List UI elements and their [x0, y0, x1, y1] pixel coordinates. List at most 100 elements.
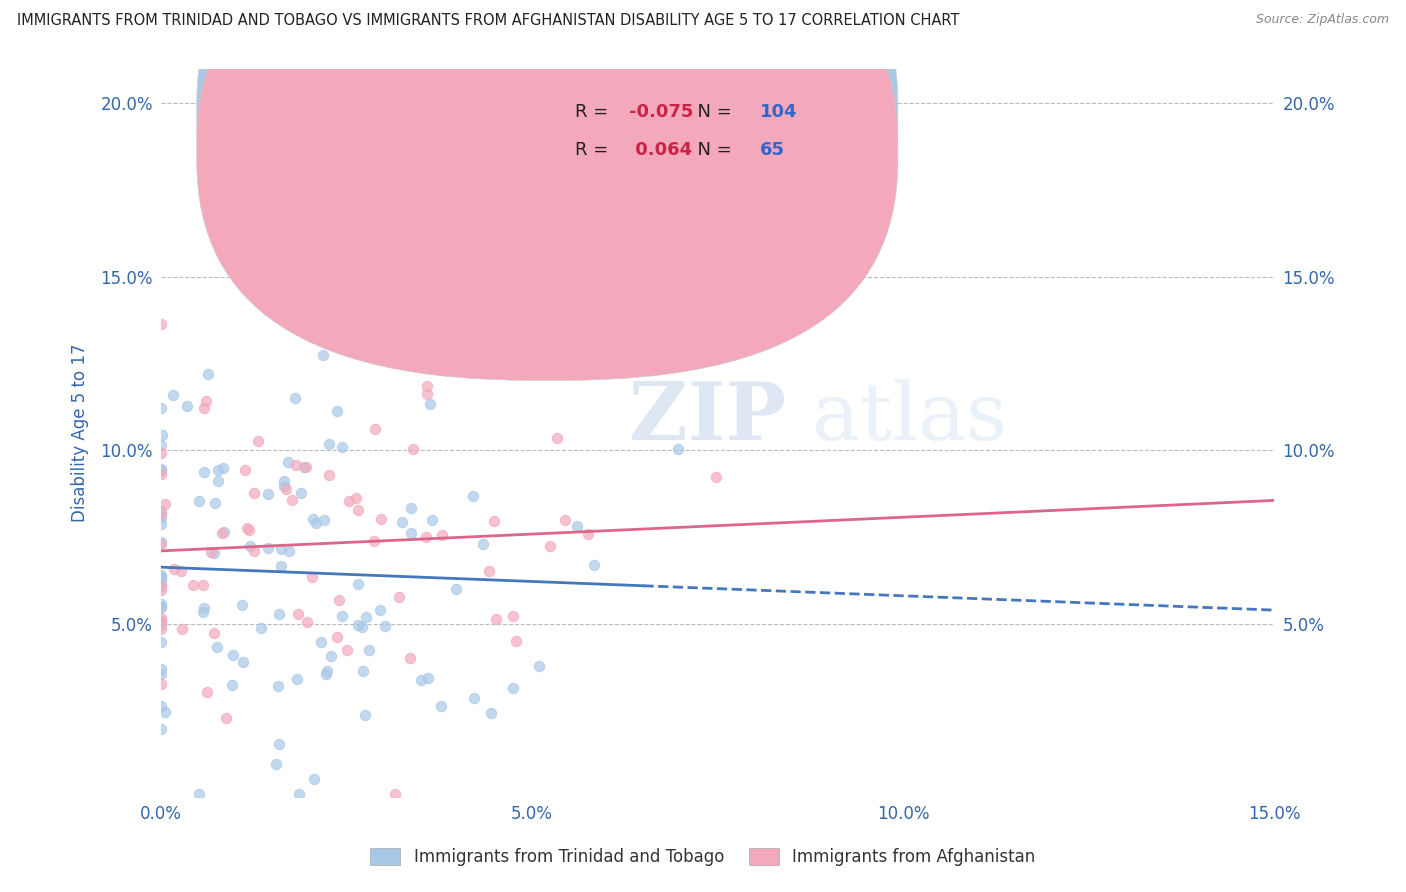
Point [150, 600, 173, 615]
Point [278, 543, 301, 558]
Point [330, 608, 353, 623]
Point [150, 437, 173, 451]
Text: 104: 104 [759, 103, 797, 121]
Point [195, 394, 218, 409]
Point [150, 517, 173, 532]
Point [290, 485, 312, 500]
Point [207, 463, 229, 477]
Point [181, 577, 204, 591]
Text: ZIP: ZIP [628, 379, 786, 458]
Point [346, 617, 368, 632]
Point [267, 679, 290, 693]
Point [284, 391, 307, 405]
Point [150, 676, 173, 690]
Point [150, 615, 173, 630]
Text: -0.075: -0.075 [628, 103, 693, 121]
Point [232, 655, 254, 669]
Point [273, 475, 295, 489]
Point [247, 434, 270, 449]
Point [150, 617, 173, 632]
Point [150, 722, 173, 736]
Point [479, 706, 502, 721]
Point [150, 427, 173, 442]
Point [318, 437, 340, 451]
Point [277, 454, 299, 468]
Text: N =: N = [686, 103, 738, 121]
Point [150, 570, 173, 584]
Point [288, 787, 311, 801]
Point [191, 578, 214, 592]
Point [242, 544, 264, 558]
Point [281, 493, 304, 508]
Point [347, 577, 370, 591]
Point [287, 607, 309, 622]
Point [150, 699, 173, 714]
Point [398, 651, 420, 665]
Point [527, 659, 550, 673]
Point [193, 465, 215, 479]
Point [212, 524, 235, 539]
Point [150, 600, 173, 615]
Point [150, 401, 173, 415]
Point [150, 583, 173, 598]
Point [297, 615, 319, 630]
Point [202, 545, 225, 559]
Point [370, 512, 392, 526]
Text: Source: ZipAtlas.com: Source: ZipAtlas.com [1256, 13, 1389, 27]
Point [193, 401, 215, 415]
Point [314, 513, 336, 527]
Text: IMMIGRANTS FROM TRINIDAD AND TOBAGO VS IMMIGRANTS FROM AFGHANISTAN DISABILITY AG: IMMIGRANTS FROM TRINIDAD AND TOBAGO VS I… [17, 13, 959, 29]
Point [267, 607, 290, 622]
Point [309, 635, 332, 649]
Text: R =: R = [575, 103, 614, 121]
Point [236, 521, 259, 535]
Point [285, 672, 308, 686]
Point [295, 459, 318, 474]
Point [418, 671, 440, 685]
Point [554, 513, 576, 527]
Point [401, 442, 423, 457]
FancyBboxPatch shape [197, 0, 898, 380]
Point [204, 496, 226, 510]
Point [346, 502, 368, 516]
Y-axis label: Disability Age 5 to 17: Disability Age 5 to 17 [72, 343, 89, 522]
Point [344, 491, 367, 505]
Point [565, 518, 588, 533]
Point [363, 534, 385, 549]
Point [150, 615, 173, 629]
Point [150, 535, 173, 549]
Point [191, 605, 214, 619]
Point [172, 622, 194, 636]
Point [150, 537, 173, 551]
Point [211, 526, 233, 541]
Point [221, 678, 243, 692]
Point [212, 461, 235, 475]
Point [399, 501, 422, 516]
Point [150, 597, 173, 611]
Point [150, 568, 173, 582]
Point [163, 562, 186, 576]
Point [363, 422, 385, 436]
Point [388, 590, 411, 604]
Text: N =: N = [686, 141, 738, 159]
Point [304, 772, 326, 786]
Point [162, 388, 184, 402]
Text: R =: R = [575, 141, 614, 159]
Text: 0.064: 0.064 [628, 141, 692, 159]
Point [318, 467, 340, 482]
Point [354, 609, 377, 624]
Point [482, 514, 505, 528]
Point [419, 397, 441, 411]
Point [155, 706, 177, 720]
Point [415, 531, 437, 545]
Point [150, 446, 173, 460]
Point [155, 497, 177, 511]
Point [666, 442, 689, 456]
Point [326, 403, 349, 417]
Point [150, 635, 173, 649]
Point [270, 541, 292, 556]
Point [336, 643, 359, 657]
Point [276, 482, 298, 496]
Point [197, 367, 219, 381]
Point [150, 462, 173, 476]
